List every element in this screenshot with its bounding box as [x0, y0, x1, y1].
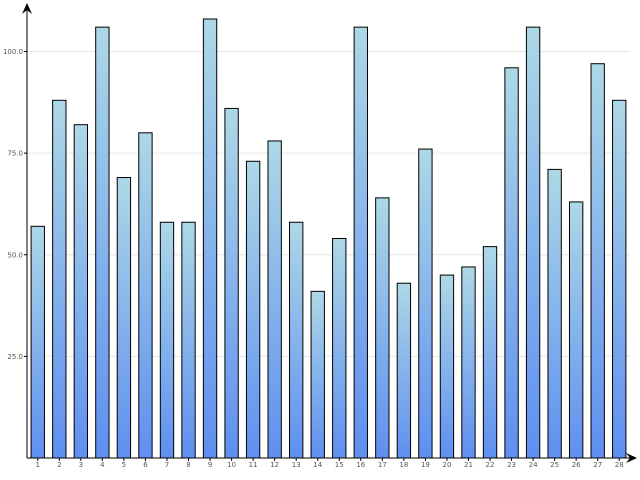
x-tick-label: 10 [227, 461, 236, 469]
x-tick-label: 21 [464, 461, 473, 469]
bar-7 [159, 221, 175, 459]
x-tick-label: 5 [122, 461, 126, 469]
y-axis-arrow-icon [22, 3, 32, 14]
x-tick-label: 12 [270, 461, 279, 469]
x-tick-label: 24 [529, 461, 538, 469]
bar-14 [310, 290, 325, 459]
bar-28 [612, 99, 627, 459]
x-tick-label: 3 [79, 461, 83, 469]
x-tick-label: 28 [615, 461, 624, 469]
x-tick-label: 19 [421, 461, 430, 469]
bar-1 [30, 225, 45, 459]
x-tick-label: 8 [186, 461, 190, 469]
x-tick-label: 15 [335, 461, 344, 469]
x-axis-arrow-icon [626, 453, 637, 463]
x-tick-label: 1 [36, 461, 40, 469]
bar-10 [224, 107, 239, 459]
x-tick-label: 23 [507, 461, 516, 469]
bar-25 [547, 168, 562, 459]
x-tick-label: 14 [313, 461, 322, 469]
x-tick-label: 7 [165, 461, 169, 469]
x-tick-label: 2 [57, 461, 61, 469]
x-tick-label: 27 [593, 461, 602, 469]
y-tick-label: 100.0 [3, 48, 23, 56]
x-tick-label: 22 [486, 461, 495, 469]
x-tick-label: 6 [143, 461, 148, 469]
x-tick-label: 9 [208, 461, 212, 469]
bar-27 [590, 63, 605, 459]
y-tick-label: 75.0 [7, 150, 23, 158]
x-tick-label: 26 [572, 461, 581, 469]
bar-18 [396, 282, 412, 459]
y-tick-labels: 25.0 50.0 75.0 100.0 [3, 48, 27, 361]
bar-17 [375, 197, 390, 459]
bar-8 [181, 221, 196, 459]
x-tick-label: 16 [356, 461, 365, 469]
bar-22 [482, 246, 498, 459]
bar-13 [289, 221, 304, 459]
axes [22, 3, 637, 463]
bar-23 [504, 67, 519, 459]
bar-3 [73, 124, 89, 459]
x-tick-label: 11 [249, 461, 258, 469]
bar-19 [418, 148, 433, 459]
bar-15 [332, 238, 347, 459]
bar-26 [568, 201, 584, 459]
y-tick-label: 50.0 [7, 251, 23, 259]
x-tick-label: 17 [378, 461, 387, 469]
x-tick-label: 20 [442, 461, 451, 469]
bar-11 [245, 160, 261, 459]
x-tick-label: 13 [292, 461, 301, 469]
x-tick-label: 4 [100, 461, 105, 469]
bars [30, 18, 627, 459]
bar-6 [138, 132, 153, 459]
bar-9 [202, 18, 218, 459]
x-tick-label: 18 [399, 461, 408, 469]
y-tick-label: 25.0 [7, 353, 23, 361]
bar-2 [52, 99, 67, 459]
bar-24 [525, 26, 541, 459]
x-tick-label: 25 [550, 461, 559, 469]
x-tick-labels: 1 2 3 4 5 6 7 8 9 10 11 12 13 14 15 16 17 18 19 20 21 22 23 24 2… [36, 458, 624, 469]
bar-20 [439, 274, 455, 459]
bar-16 [353, 26, 368, 459]
bar-21 [461, 266, 476, 459]
bar-4 [95, 26, 110, 459]
bar-5 [116, 177, 132, 459]
bar-12 [267, 140, 282, 459]
